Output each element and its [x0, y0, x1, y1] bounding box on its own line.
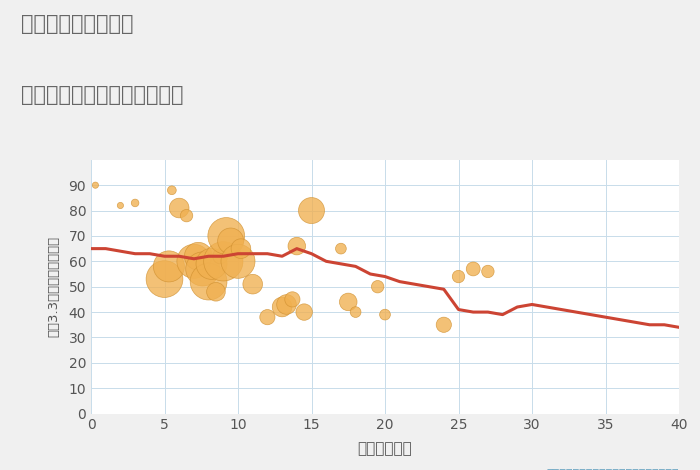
Point — [372, 283, 384, 290]
Point — [291, 243, 302, 250]
Point — [167, 187, 178, 194]
Y-axis label: 坪（3.3㎡）単価（万円）: 坪（3.3㎡）単価（万円） — [47, 236, 60, 337]
Point — [247, 281, 258, 288]
Point — [350, 308, 361, 316]
Point — [174, 204, 185, 212]
Point — [210, 288, 221, 296]
Point — [181, 212, 192, 219]
Point — [163, 263, 174, 270]
Point — [130, 199, 141, 207]
Point — [188, 258, 199, 265]
Point — [438, 321, 449, 329]
Point — [453, 273, 464, 280]
Point — [276, 303, 288, 311]
Point — [235, 245, 246, 252]
Point — [379, 311, 391, 318]
Text: 三重県松阪市広瀬町: 三重県松阪市広瀬町 — [21, 14, 134, 34]
Point — [225, 237, 237, 245]
Point — [193, 252, 204, 260]
Point — [335, 245, 346, 252]
Point — [468, 265, 479, 273]
Point — [197, 265, 209, 273]
Point — [215, 252, 226, 260]
Point — [90, 181, 101, 189]
Point — [218, 258, 229, 265]
Point — [343, 298, 354, 306]
Point — [115, 202, 126, 209]
Point — [206, 260, 217, 267]
Point — [203, 278, 214, 285]
Text: 築年数別中古マンション価格: 築年数別中古マンション価格 — [21, 85, 183, 105]
Point — [482, 268, 493, 275]
Point — [306, 207, 317, 214]
X-axis label: 築年数（年）: 築年数（年） — [358, 441, 412, 456]
Point — [262, 313, 273, 321]
Point — [232, 258, 244, 265]
Point — [298, 308, 309, 316]
Point — [220, 232, 232, 240]
Point — [159, 275, 170, 283]
Point — [287, 296, 298, 303]
Point — [281, 301, 292, 308]
